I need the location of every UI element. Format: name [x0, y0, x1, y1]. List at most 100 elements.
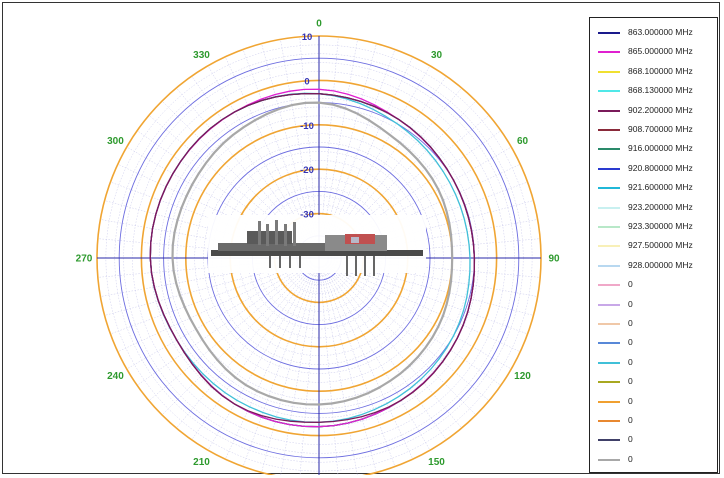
legend-label: 0 — [628, 376, 633, 387]
minor-spoke — [242, 266, 317, 467]
minor-spoke — [327, 219, 538, 257]
legend-entry: 928.000000 MHz — [590, 257, 717, 275]
radial-tick-label: 0 — [304, 76, 309, 87]
legend-entry: 0 — [590, 451, 717, 469]
legend-entry: 865.000000 MHz — [590, 43, 717, 61]
legend-entry: 0 — [590, 315, 717, 333]
radial-tick-label: 10 — [302, 32, 313, 43]
legend-swatch — [598, 129, 620, 131]
angle-tick-label: 270 — [76, 254, 93, 265]
legend-swatch — [598, 381, 620, 384]
legend-label: 0 — [628, 337, 633, 348]
radial-tick-label: -10 — [300, 121, 314, 132]
legend-entry: 0 — [590, 354, 717, 372]
legend-entry: 0 — [590, 412, 717, 430]
legend-label: 0 — [628, 279, 633, 290]
minor-spoke — [126, 262, 312, 370]
legend-swatch — [598, 458, 620, 461]
minor-spoke — [176, 264, 314, 429]
legend-swatch — [598, 361, 620, 364]
legend-swatch — [598, 226, 620, 228]
legend-swatch — [598, 439, 620, 442]
minor-spoke — [325, 264, 477, 416]
minor-spoke — [97, 238, 311, 258]
minor-spoke — [326, 262, 501, 386]
legend-swatch — [598, 109, 620, 112]
legend-entry: 921.600000 MHz — [590, 179, 717, 197]
legend-swatch — [598, 245, 620, 248]
legend: 863.000000 MHz 865.000000 MHz 868.100000 M… — [589, 17, 718, 473]
radial-tick-label: -30 — [300, 210, 314, 221]
minor-spoke — [327, 181, 528, 256]
legend-label: 921.600000 MHz — [628, 182, 693, 193]
axis-labels: 0306090120150180210240270300330100-10-20… — [76, 19, 560, 469]
legend-swatch — [598, 51, 620, 54]
legend-swatch — [598, 284, 620, 287]
minor-spoke — [261, 43, 317, 250]
legend-label: 0 — [628, 318, 633, 328]
angle-tick-label: 150 — [428, 457, 445, 468]
legend-label: 916.000000 MHz — [628, 143, 693, 154]
angle-tick-label: 0 — [316, 19, 322, 30]
angle-tick-label: 240 — [107, 371, 124, 382]
minor-spoke — [280, 39, 318, 250]
minor-spoke — [321, 266, 396, 467]
minor-spoke — [224, 56, 316, 251]
minor-spoke — [148, 263, 313, 401]
minor-spoke — [326, 146, 512, 254]
minor-spoke — [161, 264, 313, 416]
legend-entry: 868.130000 MHz — [590, 82, 717, 100]
minor-spoke — [327, 238, 541, 258]
angle-tick-label: 300 — [107, 136, 124, 147]
minor-spoke — [191, 76, 315, 251]
polar-chart: 0306090120150180210240270300330100-10-20… — [76, 19, 560, 475]
legend-label: 923.300000 MHz — [628, 221, 693, 231]
legend-label: 0 — [628, 453, 633, 464]
minor-spoke — [224, 265, 316, 460]
minor-spoke — [261, 266, 317, 473]
legend-label: 868.100000 MHz — [628, 65, 693, 76]
legend-swatch — [598, 148, 620, 151]
legend-entry: 0 — [590, 431, 717, 449]
minor-spoke — [326, 262, 512, 370]
legend-label: 0 — [628, 415, 633, 425]
legend-swatch — [598, 420, 620, 422]
legend-swatch — [598, 167, 620, 170]
minor-spoke — [320, 266, 358, 475]
legend-label: 0 — [628, 356, 633, 367]
minor-spoke — [323, 265, 447, 440]
angle-tick-label: 330 — [193, 50, 210, 61]
legend-entry: 0 — [590, 373, 717, 391]
radial-tick-label: -20 — [300, 165, 314, 176]
minor-spoke — [191, 265, 315, 440]
legend-label: 927.500000 MHz — [628, 240, 693, 251]
minor-spoke — [207, 265, 315, 451]
minor-spoke — [148, 115, 313, 253]
legend-swatch — [598, 90, 620, 93]
legend-entry: 868.100000 MHz — [590, 63, 717, 81]
minor-spoke — [97, 258, 311, 278]
legend-entry: 908.700000 MHz — [590, 121, 717, 139]
minor-spoke — [126, 146, 312, 254]
legend-label: 923.200000 MHz — [628, 201, 693, 212]
minor-spoke — [327, 259, 538, 297]
legend-label: 868.130000 MHz — [628, 85, 693, 96]
angle-tick-label: 90 — [548, 254, 560, 265]
legend-label: 928.000000 MHz — [628, 259, 693, 270]
legend-swatch — [598, 323, 620, 325]
minor-spoke — [322, 56, 414, 251]
pattern-curve — [149, 92, 476, 423]
legend-swatch — [598, 187, 620, 190]
legend-entry: 927.500000 MHz — [590, 237, 717, 255]
legend-swatch — [598, 264, 620, 267]
legend-entry: 863.000000 MHz — [590, 24, 717, 42]
legend-swatch — [598, 342, 620, 345]
legend-entry: 923.200000 MHz — [590, 199, 717, 217]
legend-label: 902.200000 MHz — [628, 104, 693, 115]
legend-label: 920.800000 MHz — [628, 162, 693, 173]
angle-tick-label: 120 — [514, 371, 531, 382]
legend-entry: 916.000000 MHz — [590, 140, 717, 158]
legend-entry: 0 — [590, 296, 717, 314]
legend-entry: 0 — [590, 334, 717, 352]
